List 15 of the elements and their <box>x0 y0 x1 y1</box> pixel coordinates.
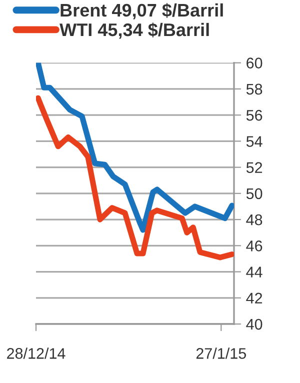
x-tick-label: 27/1/15 <box>196 348 246 359</box>
y-tick-label: 44 <box>246 266 262 278</box>
legend-label: WTI 45,34 $/Barril <box>60 22 209 39</box>
y-tick-label: 52 <box>246 162 262 173</box>
y-tick-label: 48 <box>246 214 262 226</box>
y-tick-label: 46 <box>246 240 262 252</box>
y-tick-label: 60 <box>246 58 262 68</box>
y-tick-label: 56 <box>246 110 262 121</box>
y-tick-label: 42 <box>246 292 262 304</box>
x-tick-label: 28/12/14 <box>7 348 66 359</box>
legend-label: Brent 49,07 $/Barril <box>60 3 223 20</box>
y-tick-label: 50 <box>246 188 262 200</box>
y-tick-label: 54 <box>246 136 262 147</box>
y-tick-label: 40 <box>246 318 262 330</box>
y-tick-label: 58 <box>246 84 262 95</box>
